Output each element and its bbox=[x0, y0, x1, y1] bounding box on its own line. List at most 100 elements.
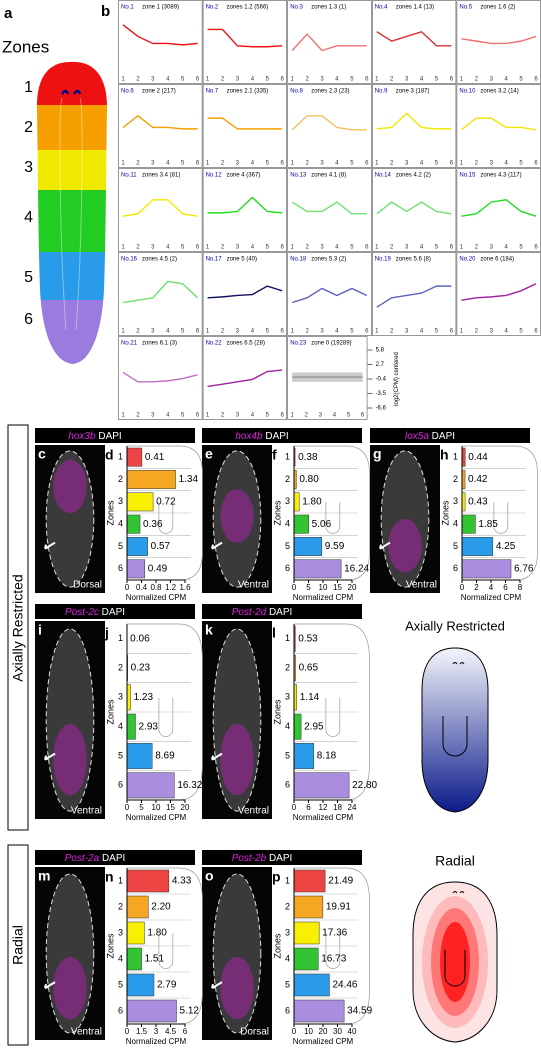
y-tick-label: 1 bbox=[285, 875, 290, 885]
stain-name: DAPI bbox=[102, 607, 125, 618]
tile-x-tick: 4 bbox=[335, 77, 339, 83]
y-tick-label: 3 bbox=[118, 496, 123, 506]
bar bbox=[126, 684, 131, 711]
profile-line bbox=[376, 285, 452, 308]
y-tick-label: 4 bbox=[118, 953, 123, 963]
value-label: 9.59 bbox=[325, 541, 345, 552]
tile-x-tick: 2 bbox=[136, 413, 140, 419]
tile-x-tick: 1 bbox=[206, 413, 210, 419]
bar bbox=[126, 713, 136, 740]
gene-name: hox4b bbox=[235, 431, 263, 442]
x-tick-label: 40 bbox=[348, 1027, 357, 1036]
panel-letter: e bbox=[205, 446, 213, 462]
value-label: 16.24 bbox=[344, 563, 369, 574]
x-axis-label: Normalized CPM bbox=[293, 813, 354, 822]
section-box bbox=[7, 424, 29, 831]
y-tick-label: -6.6 bbox=[376, 406, 387, 412]
x-tick-label: 20 bbox=[319, 1027, 328, 1036]
x-tick-label: 0.8 bbox=[150, 583, 162, 592]
panel-letter: k bbox=[205, 622, 213, 638]
arrow bbox=[211, 541, 223, 550]
tile-x-tick: 1 bbox=[206, 329, 210, 335]
tile-x-tick: 3 bbox=[151, 77, 155, 83]
tile-frame bbox=[456, 168, 541, 252]
x-tick-label: 0 bbox=[292, 583, 297, 592]
x-tick-label: 0 bbox=[292, 803, 297, 812]
value-label: 2.93 bbox=[138, 721, 158, 732]
tile-x-tick: 1 bbox=[375, 329, 379, 335]
tile-x-tick: 4 bbox=[335, 161, 339, 167]
tile-x-tick: 2 bbox=[136, 329, 140, 335]
y-axis-label: log2(CPM) centered bbox=[394, 352, 400, 406]
panel-letter: j bbox=[104, 625, 109, 641]
tile-id: No.11 bbox=[121, 173, 137, 179]
panel-letter: d bbox=[105, 447, 114, 463]
signal bbox=[220, 489, 254, 543]
tile-x-tick: 1 bbox=[291, 161, 295, 167]
arrow bbox=[44, 752, 56, 761]
panel-letter: h bbox=[440, 447, 449, 463]
value-label: 5.12 bbox=[179, 1006, 199, 1017]
section-label: Axially Restricted bbox=[10, 574, 26, 681]
gut-outline bbox=[325, 697, 341, 737]
tile-x-tick: 6 bbox=[281, 77, 285, 83]
value-label: 0.43 bbox=[468, 496, 488, 507]
tile-frame bbox=[456, 84, 541, 168]
profile-line bbox=[376, 112, 452, 130]
tile-x-tick: 4 bbox=[335, 329, 339, 335]
tile-x-tick: 1 bbox=[460, 329, 464, 335]
tile-x-tick: 6 bbox=[450, 77, 454, 83]
tile-x-tick: 1 bbox=[375, 245, 379, 251]
signal bbox=[388, 519, 422, 573]
y-tick-label: 6 bbox=[285, 563, 290, 573]
image-header bbox=[35, 428, 195, 443]
tile-x-tick: 5 bbox=[266, 413, 270, 419]
signal bbox=[53, 956, 87, 1020]
tile-id: No.3 bbox=[290, 5, 303, 11]
tile-label: zones 2.1 (335) bbox=[227, 89, 269, 95]
tile-frame bbox=[118, 84, 203, 168]
tile-frame bbox=[371, 168, 457, 252]
tile-x-tick: 1 bbox=[121, 413, 125, 419]
y-tick-label: 2.7 bbox=[376, 362, 385, 368]
tile-frame bbox=[371, 0, 457, 84]
tile-x-tick: 4 bbox=[166, 245, 170, 251]
value-label: 2.20 bbox=[151, 902, 171, 913]
tile-x-tick: 6 bbox=[281, 245, 285, 251]
y-tick-label: -0.4 bbox=[376, 377, 387, 383]
y-axis-label: Zones bbox=[105, 500, 115, 526]
view-label: Dorsal bbox=[240, 1027, 269, 1038]
y-tick-label: 3 bbox=[285, 692, 290, 702]
worm-zones bbox=[36, 61, 108, 364]
profile-line bbox=[122, 199, 198, 217]
tile-frame bbox=[202, 0, 288, 84]
value-label: 0.53 bbox=[298, 633, 318, 644]
tile-id: No.22 bbox=[206, 341, 223, 347]
x-tick-label: 6 bbox=[183, 1027, 188, 1036]
tile-label: zones 2.3 (23) bbox=[311, 89, 349, 95]
tile-x-tick: 3 bbox=[320, 161, 324, 167]
y-tick-label: 1 bbox=[453, 452, 458, 462]
image-header-text: hox4b DAPI bbox=[235, 431, 288, 442]
tile-x-tick: 3 bbox=[236, 413, 240, 419]
image-header bbox=[202, 428, 362, 443]
bar bbox=[126, 447, 143, 467]
tile-x-tick: 5 bbox=[519, 77, 523, 83]
tile-x-tick: 5 bbox=[266, 161, 270, 167]
y-tick-label: 6 bbox=[118, 780, 123, 790]
tile-label: zone 5 (40) bbox=[227, 257, 257, 263]
tile-label: zones 3.2 (14) bbox=[480, 89, 518, 95]
zone-number: 3 bbox=[24, 159, 33, 176]
gene-name: Post-2b bbox=[232, 853, 267, 864]
tile-x-tick: 2 bbox=[136, 161, 140, 167]
tile-x-tick: 6 bbox=[361, 413, 365, 419]
tile-x-tick: 2 bbox=[305, 413, 309, 419]
tile-x-tick: 2 bbox=[221, 161, 225, 167]
tile-x-tick: 3 bbox=[320, 77, 324, 83]
tile-x-tick: 2 bbox=[221, 245, 225, 251]
tile-x-tick: 4 bbox=[251, 161, 255, 167]
tile-frame bbox=[456, 252, 541, 336]
bar bbox=[126, 559, 146, 579]
tile-x-tick: 5 bbox=[519, 161, 523, 167]
y-tick-label: 1 bbox=[118, 633, 123, 643]
